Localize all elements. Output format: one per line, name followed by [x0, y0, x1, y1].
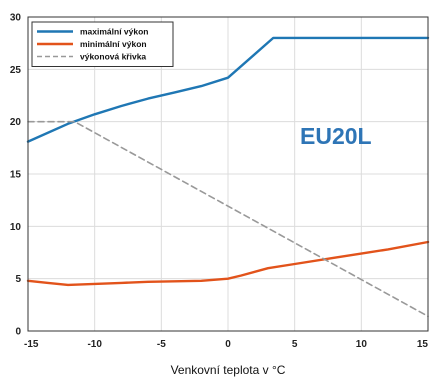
legend-label-1: minimální výkon — [80, 39, 147, 49]
x-tick-label: 5 — [292, 339, 298, 350]
axis-tick-labels: -15 -10 -5 0 5 10 15 0 5 10 15 20 25 30 — [10, 13, 429, 351]
y-tick-label: 10 — [10, 222, 22, 233]
legend-label-0: maximální výkon — [80, 27, 149, 37]
x-axis-label: Venkovní teplota v °C — [171, 363, 286, 377]
y-tick-label: 20 — [10, 117, 22, 128]
legend-label-2: výkonová křivka — [80, 52, 146, 62]
legend: maximální výkon minimální výkon výkonová k… — [31, 21, 174, 67]
series-line-1 — [26, 240, 430, 287]
x-tick-label: 0 — [225, 339, 231, 350]
y-tick-label: 0 — [15, 327, 21, 338]
y-tick-label: 30 — [10, 13, 22, 24]
x-tick-label: -15 — [24, 339, 39, 350]
x-tick-label: 10 — [356, 339, 368, 350]
y-tick-label: 25 — [10, 65, 22, 76]
y-tick-label: 15 — [10, 170, 22, 181]
plot-frame — [27, 16, 429, 332]
series-lines — [26, 36, 430, 318]
series-line-2 — [27, 120, 429, 318]
x-tick-label: 15 — [417, 339, 429, 350]
x-tick-label: -5 — [157, 339, 166, 350]
x-tick-label: -10 — [87, 339, 102, 350]
model-annotation: EU20L — [300, 123, 372, 149]
y-tick-label: 5 — [15, 274, 21, 285]
series-line-0 — [26, 36, 430, 143]
